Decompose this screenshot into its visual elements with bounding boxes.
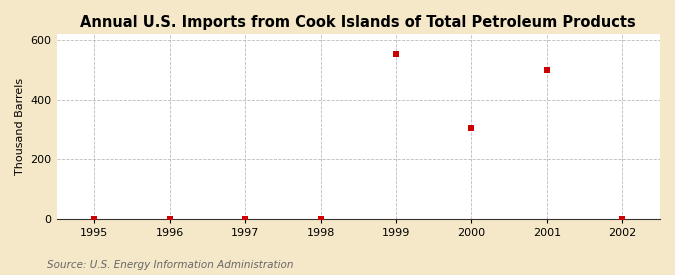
Point (617, 217, 628, 221)
Text: Source: U.S. Energy Information Administration: Source: U.S. Energy Information Administ… (47, 260, 294, 270)
Point (89, 217, 100, 221)
Point (391, 52, 402, 56)
Point (315, 217, 326, 221)
Y-axis label: Thousand Barrels: Thousand Barrels (15, 78, 25, 175)
Title: Annual U.S. Imports from Cook Islands of Total Petroleum Products: Annual U.S. Imports from Cook Islands of… (80, 15, 636, 30)
Point (164, 217, 175, 221)
Point (541, 68, 552, 72)
Point (240, 217, 250, 221)
Point (466, 126, 477, 130)
